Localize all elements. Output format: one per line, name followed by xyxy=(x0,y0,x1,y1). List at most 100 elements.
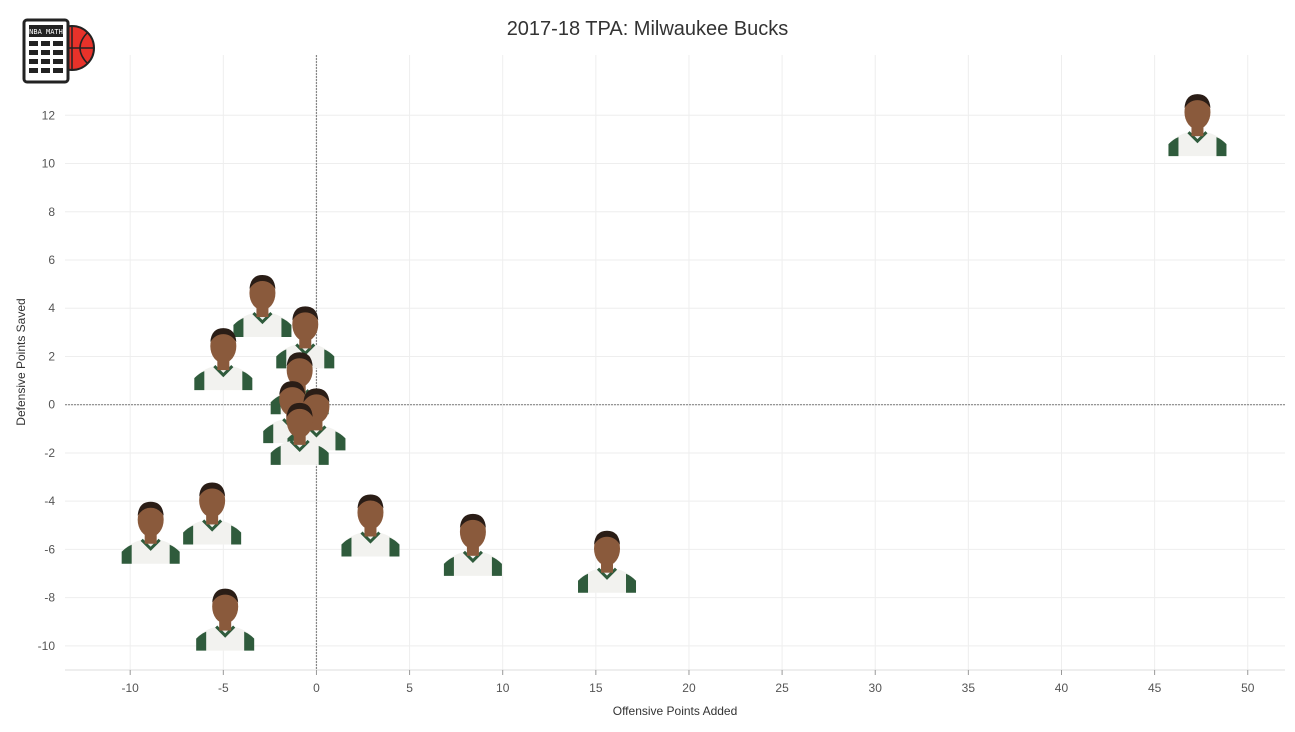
nba-math-logo: NBA MATH xyxy=(22,18,95,84)
neck-shape xyxy=(293,434,306,445)
y-tick-label: 10 xyxy=(42,157,56,171)
hair-shape xyxy=(459,513,486,528)
y-tick-label: -2 xyxy=(44,446,55,460)
head-shape xyxy=(212,589,239,624)
chart-title: 2017-18 TPA: Milwaukee Bucks xyxy=(506,18,789,40)
y-tick-label: 0 xyxy=(48,398,55,412)
player-headshot-point[interactable] xyxy=(578,530,637,593)
grid-lines xyxy=(65,55,1285,671)
jersey-trim-right xyxy=(242,371,253,391)
head-shape xyxy=(249,276,276,311)
player-headshot-point[interactable] xyxy=(196,588,255,651)
hair-shape xyxy=(303,388,330,403)
head-shape xyxy=(459,514,486,549)
neck-shape xyxy=(217,360,230,371)
y-tick-label: 4 xyxy=(48,301,55,315)
hair-shape xyxy=(212,588,239,603)
hair-shape xyxy=(292,306,319,321)
jersey-trim-left xyxy=(233,318,244,338)
player-headshot-point[interactable] xyxy=(443,513,502,576)
player-headshot-point[interactable] xyxy=(233,275,292,338)
y-tick-label: -8 xyxy=(44,591,55,605)
jersey-trim-right xyxy=(318,445,329,465)
hair-shape xyxy=(357,494,384,509)
jersey-trim-right xyxy=(281,318,292,338)
hair-shape xyxy=(249,275,276,290)
head-shape xyxy=(1184,95,1211,130)
data-points xyxy=(121,94,1227,651)
jersey-trim-left xyxy=(194,371,205,391)
neck-shape xyxy=(144,533,157,544)
neck-shape xyxy=(219,620,232,631)
jersey-shape xyxy=(121,539,180,564)
player-headshot-point[interactable] xyxy=(270,402,329,465)
jersey-trim-left xyxy=(578,573,589,593)
x-tick-label: 0 xyxy=(313,681,320,695)
y-tick-label: -6 xyxy=(44,542,55,556)
x-tick-label: 35 xyxy=(962,681,976,695)
player-headshot-point[interactable] xyxy=(341,494,400,557)
jersey-trim-right xyxy=(1216,137,1227,157)
jersey-shape xyxy=(183,520,242,545)
jersey-shape xyxy=(270,440,329,465)
player-headshot-point[interactable] xyxy=(183,482,242,545)
jersey-trim-left xyxy=(270,395,281,415)
y-tick-label: 8 xyxy=(48,205,55,219)
x-tick-label: 10 xyxy=(496,681,510,695)
neck-shape xyxy=(299,338,312,349)
player-headshot-point[interactable] xyxy=(1168,94,1227,157)
y-tick-label: 12 xyxy=(42,108,56,122)
head-shape xyxy=(137,502,164,537)
jersey-shape xyxy=(194,366,253,391)
neck-shape xyxy=(364,526,377,537)
neck-shape xyxy=(601,562,614,573)
logo-text: NBA MATH xyxy=(29,28,63,36)
jersey-shape xyxy=(443,551,502,576)
jersey-trim-right xyxy=(389,537,400,557)
jersey-trim-right xyxy=(626,573,637,593)
neck-shape xyxy=(310,420,323,431)
head-shape xyxy=(199,483,226,518)
hair-shape xyxy=(199,482,226,497)
jersey-trim-right xyxy=(244,631,255,651)
x-tick-label: -5 xyxy=(218,681,229,695)
player-headshot-point[interactable] xyxy=(121,501,180,564)
jersey-trim-right xyxy=(491,556,502,576)
zero-lines xyxy=(65,55,1285,670)
x-axis-ticks: -10 -5 0 5 10 15 20 25 30 35 40 45 50 xyxy=(122,670,1255,695)
neck-shape xyxy=(206,514,219,525)
x-tick-label: -10 xyxy=(122,681,140,695)
x-tick-label: 50 xyxy=(1241,681,1255,695)
y-tick-label: 6 xyxy=(48,253,55,267)
jersey-trim-right xyxy=(335,431,346,451)
jersey-trim-left xyxy=(121,544,132,564)
hair-shape xyxy=(210,328,237,343)
neck-shape xyxy=(466,545,479,556)
hair-shape xyxy=(286,402,313,417)
jersey-shape xyxy=(233,313,292,338)
x-tick-label: 5 xyxy=(406,681,413,695)
y-tick-label: -10 xyxy=(38,639,56,653)
x-tick-label: 15 xyxy=(589,681,603,695)
jersey-trim-left xyxy=(183,525,194,545)
x-axis-title: Offensive Points Added xyxy=(613,704,738,718)
y-tick-label: -4 xyxy=(44,494,55,508)
x-tick-label: 40 xyxy=(1055,681,1069,695)
jersey-shape xyxy=(341,532,400,557)
neck-shape xyxy=(1191,126,1204,137)
y-tick-label: 2 xyxy=(48,349,55,363)
hair-shape xyxy=(286,352,313,367)
hair-shape xyxy=(594,530,621,545)
x-tick-label: 30 xyxy=(869,681,883,695)
head-shape xyxy=(594,531,621,566)
player-headshot-point[interactable] xyxy=(194,328,253,391)
jersey-shape xyxy=(196,626,255,651)
y-axis-ticks: -10 -8 -6 -4 -2 0 2 4 6 8 10 12 xyxy=(38,108,56,653)
x-tick-label: 25 xyxy=(775,681,789,695)
jersey-trim-right xyxy=(324,349,335,369)
hair-shape xyxy=(1184,94,1211,109)
head-shape xyxy=(286,403,313,438)
jersey-shape xyxy=(1168,132,1227,157)
hair-shape xyxy=(279,381,306,396)
